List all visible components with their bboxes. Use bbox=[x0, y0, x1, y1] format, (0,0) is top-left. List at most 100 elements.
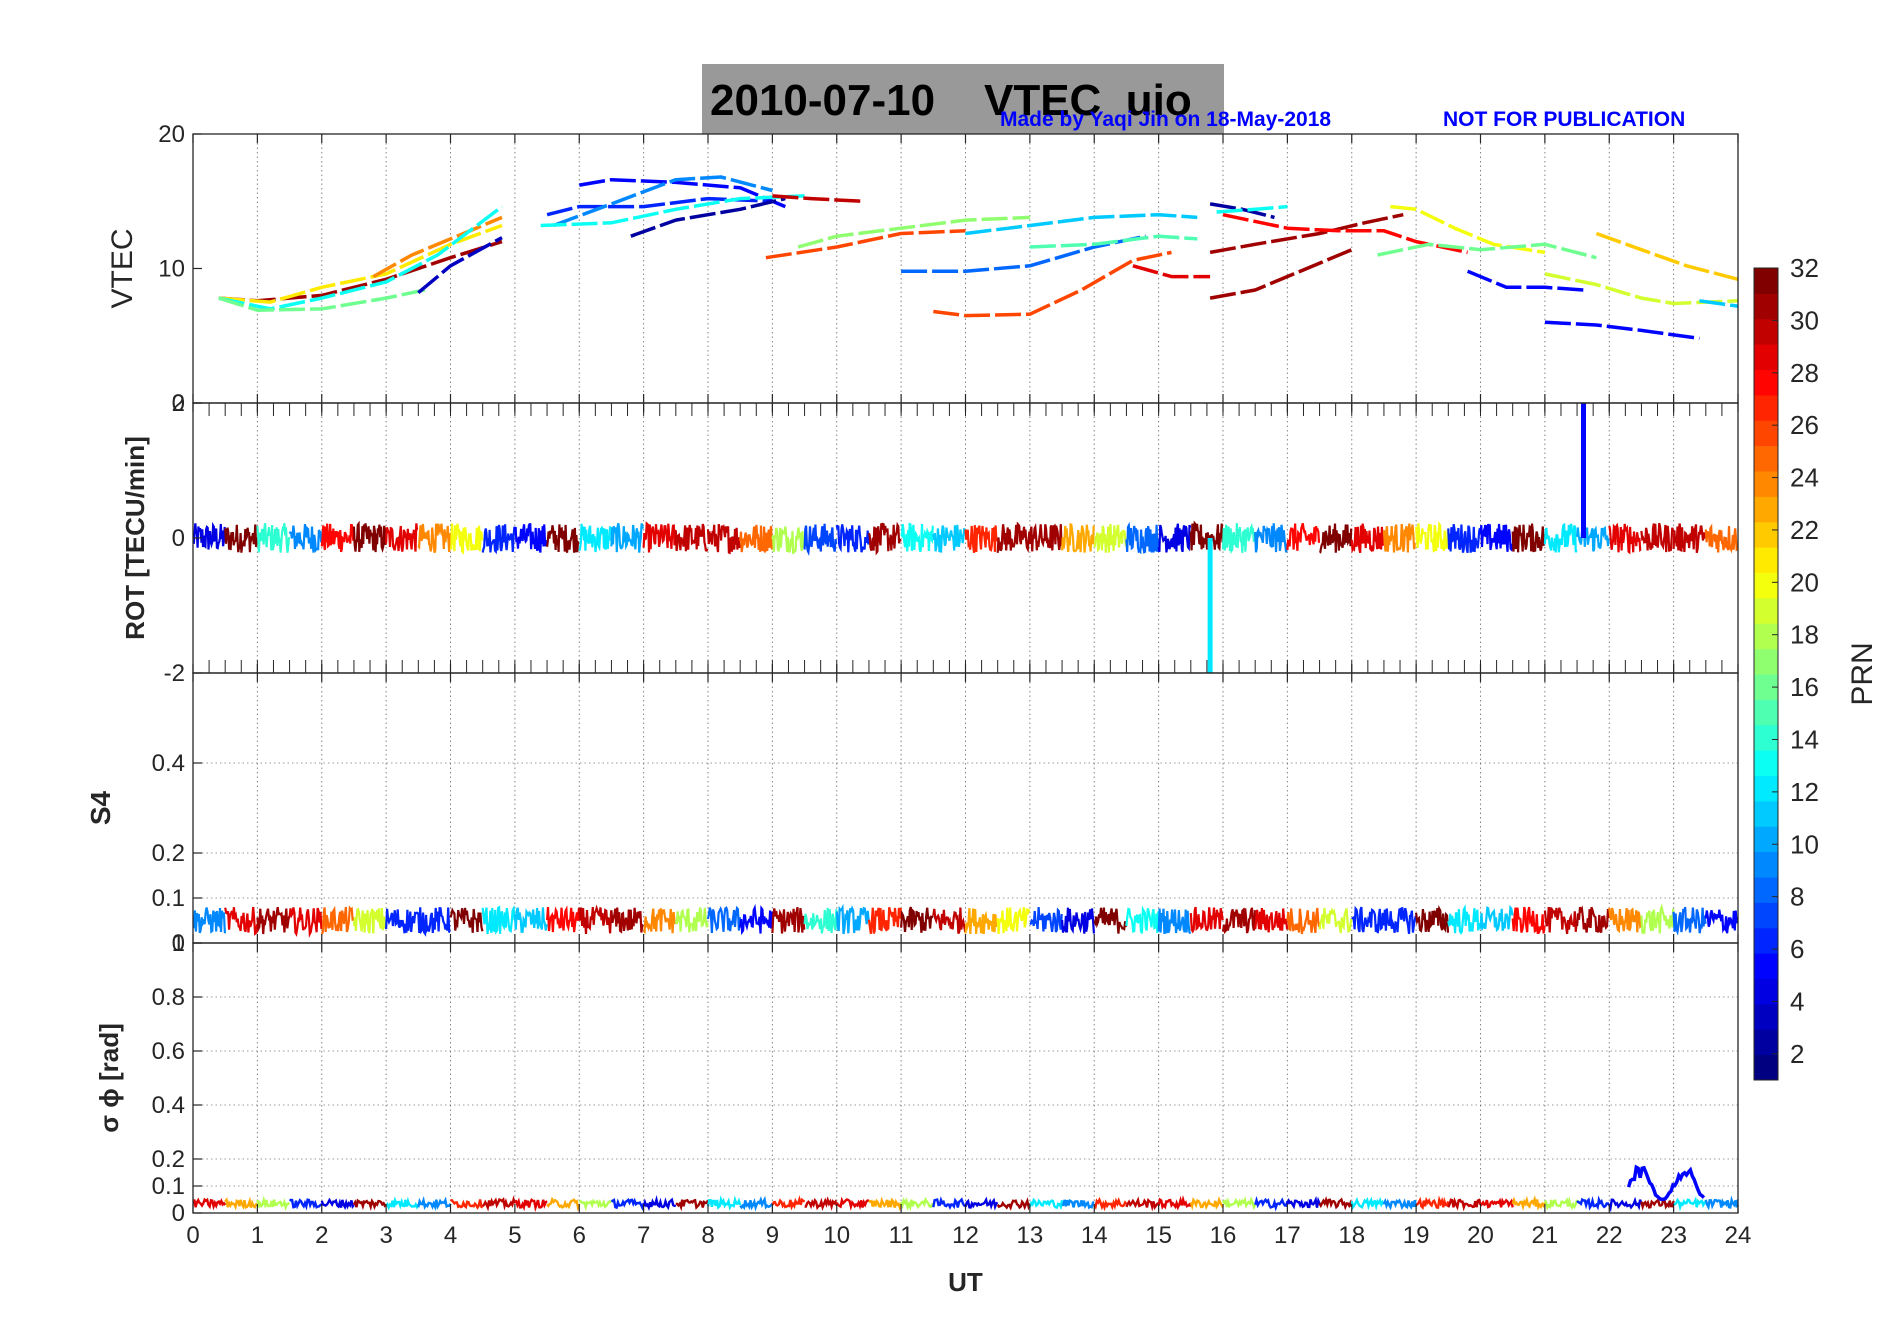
s4-series-line bbox=[739, 903, 774, 936]
colorbar-tick-label: 28 bbox=[1790, 358, 1819, 388]
rot-series-line bbox=[610, 522, 645, 553]
sigma-series-line bbox=[417, 1195, 452, 1212]
colorbar-swatch bbox=[1754, 268, 1778, 294]
colorbar-tick-label: 6 bbox=[1790, 934, 1804, 964]
x-tick-label: 21 bbox=[1532, 1222, 1559, 1249]
s4-series-line bbox=[449, 907, 484, 933]
colorbar-tick-label: 2 bbox=[1790, 1039, 1804, 1069]
colorbar-swatch bbox=[1754, 293, 1778, 320]
vtec-series-line bbox=[772, 194, 863, 204]
x-tick-label: 1 bbox=[251, 1222, 264, 1249]
colorbar-swatch bbox=[1754, 597, 1778, 624]
rot-series-line bbox=[513, 523, 548, 553]
s4-series-line bbox=[546, 905, 580, 933]
s4-series-line bbox=[1286, 907, 1321, 935]
sigma-series-line bbox=[578, 1198, 613, 1212]
sigma-plot-area bbox=[193, 1164, 1738, 1213]
colorbar-swatch bbox=[1754, 394, 1778, 421]
rot-series-line bbox=[1608, 522, 1642, 555]
vtec-series-line bbox=[552, 175, 773, 228]
x-tick-label: 8 bbox=[701, 1222, 714, 1249]
credit-text: Made by Yaqi Jin on 18-May-2018 bbox=[1000, 108, 1332, 131]
colorbar-tick-label: 24 bbox=[1790, 463, 1819, 493]
sigma-series-line bbox=[1543, 1196, 1579, 1211]
y-tick-label: 0.8 bbox=[152, 984, 185, 1011]
colorbar-tick-label: 18 bbox=[1790, 620, 1819, 650]
sigma-series-line bbox=[1061, 1198, 1095, 1210]
vtec-series-line bbox=[933, 250, 1172, 318]
vtec-series-line bbox=[765, 229, 966, 260]
sigma-series-line bbox=[1350, 1196, 1385, 1212]
x-tick-label: 10 bbox=[823, 1222, 850, 1249]
colorbar-swatch bbox=[1754, 344, 1778, 370]
colorbar-swatch bbox=[1754, 851, 1778, 878]
rot-series-line bbox=[996, 521, 1031, 553]
s4-series-line bbox=[481, 904, 516, 935]
s4-series-line bbox=[1254, 908, 1289, 933]
s4-series-line bbox=[1447, 904, 1482, 935]
x-tick-label: 20 bbox=[1467, 1222, 1494, 1249]
rot-series-line bbox=[835, 524, 870, 553]
colorbar-tick-label: 8 bbox=[1790, 882, 1804, 912]
s4-series-line bbox=[1543, 907, 1578, 935]
rot-series-line bbox=[1382, 523, 1416, 553]
rot-series-line bbox=[1254, 523, 1288, 553]
sigma-series-line bbox=[706, 1195, 742, 1211]
y-tick-label: 20 bbox=[158, 121, 185, 148]
s4-series-line bbox=[1189, 906, 1224, 934]
chart-title: 2010-07-10 VTEC uio bbox=[710, 76, 1192, 125]
rot-series-line bbox=[417, 523, 452, 553]
sigma-series-line bbox=[1221, 1196, 1257, 1211]
vtec-series-line bbox=[1377, 242, 1597, 260]
vtec-series-line bbox=[1209, 248, 1353, 300]
s4-series-line bbox=[352, 907, 387, 934]
colorbar-swatch bbox=[1754, 902, 1778, 929]
rot-series-line bbox=[1028, 522, 1063, 552]
rot-series-line bbox=[1350, 523, 1385, 554]
sigma-series-line bbox=[739, 1195, 774, 1212]
s4-series-line bbox=[1029, 907, 1063, 933]
x-tick-label: 24 bbox=[1725, 1222, 1752, 1249]
x-tick-label: 4 bbox=[444, 1222, 457, 1249]
colorbar-tick-label: 32 bbox=[1790, 253, 1819, 283]
x-tick-label: 13 bbox=[1017, 1222, 1044, 1249]
sigma-series-line bbox=[610, 1197, 645, 1211]
sigma-series-line bbox=[1286, 1195, 1321, 1210]
sigma-series-line bbox=[835, 1196, 870, 1211]
s4-series-line bbox=[932, 907, 967, 935]
rot-series-line bbox=[706, 523, 741, 555]
sigma-series-line bbox=[1640, 1197, 1675, 1211]
rot-series-line bbox=[1319, 523, 1353, 554]
sigma-series-line bbox=[996, 1197, 1032, 1211]
colorbar-swatch bbox=[1754, 369, 1778, 396]
sigma-series-line bbox=[1254, 1195, 1289, 1212]
sigma-series-line bbox=[1511, 1194, 1547, 1211]
vtec-series-line bbox=[965, 212, 1198, 236]
vtec-series-line bbox=[1209, 212, 1404, 255]
x-tick-label: 17 bbox=[1274, 1222, 1301, 1249]
vtec-series-line bbox=[546, 196, 773, 217]
s4-plot-area bbox=[193, 903, 1738, 938]
colorbar-swatch bbox=[1754, 927, 1778, 954]
colorbar-swatch bbox=[1754, 547, 1778, 573]
x-tick-label: 18 bbox=[1338, 1222, 1365, 1249]
sigma-series-line bbox=[1189, 1196, 1225, 1211]
s4-series-line bbox=[964, 908, 999, 934]
y-tick-label: 0 bbox=[172, 1200, 185, 1227]
colorbar-tick-label: 14 bbox=[1790, 724, 1819, 754]
x-tick-label: 22 bbox=[1596, 1222, 1623, 1249]
s4-series-line bbox=[1672, 906, 1707, 936]
rot-series-line bbox=[352, 520, 387, 553]
s4-series-line bbox=[996, 906, 1031, 934]
sigma-series-line bbox=[1028, 1197, 1064, 1211]
vtec-series-line bbox=[218, 223, 503, 304]
s4-series-line bbox=[256, 907, 291, 935]
vtec-series-line bbox=[797, 215, 1030, 249]
x-tick-label: 12 bbox=[952, 1222, 979, 1249]
rot-series-line bbox=[320, 523, 355, 553]
colorbar-swatch bbox=[1754, 623, 1778, 650]
axes-frame bbox=[192, 133, 1739, 404]
vtec-series-line bbox=[218, 288, 426, 312]
vtec-series-line bbox=[1699, 299, 1738, 308]
sigma-series-line bbox=[932, 1196, 966, 1211]
